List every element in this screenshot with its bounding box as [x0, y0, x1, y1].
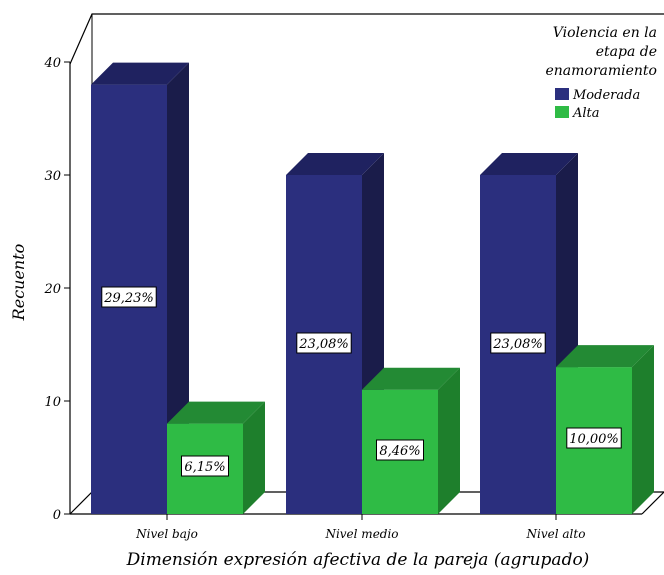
legend-swatch-alta [555, 106, 569, 118]
bar-moderada: 23,08% [480, 153, 578, 514]
bar-side [243, 401, 265, 514]
legend-label-moderada: Moderada [572, 88, 640, 103]
x-tick-label: Nivel bajo [135, 527, 198, 541]
legend-title: enamoramiento [545, 63, 657, 79]
y-tick-label: 30 [44, 169, 61, 184]
legend: Violencia en la etapa de enamoramiento Mode… [545, 25, 657, 121]
data-label: 23,08% [298, 337, 349, 352]
y-tick-label: 0 [53, 508, 61, 523]
bar-top [91, 62, 189, 85]
data-label: 29,23% [103, 291, 154, 306]
data-label: 23,08% [492, 337, 543, 352]
y-axis-label: Recuento [9, 244, 28, 322]
y-tick-label: 10 [44, 395, 61, 410]
data-label: 10,00% [569, 432, 619, 447]
bar-side [167, 62, 189, 514]
bar-alta: 10,00% [556, 345, 654, 514]
bar-top [480, 153, 578, 175]
data-label-box [490, 332, 546, 354]
y-tick-label: 40 [43, 56, 61, 71]
x-axis-label: Dimensión expresión afectiva de la parej… [126, 550, 590, 570]
legend-label-alta: Alta [572, 106, 600, 121]
x-axis: Nivel bajo Nivel medio Nivel alto [135, 514, 585, 541]
legend-title: Violencia en la [553, 25, 657, 41]
x-tick-label: Nivel medio [324, 527, 398, 541]
bar-moderada: 29,23% [91, 62, 189, 514]
y-axis: 0 10 20 30 40 [43, 56, 71, 523]
bar-alta: 8,46% [362, 367, 460, 514]
bar-moderada: 23,08% [286, 153, 384, 514]
data-label-box [296, 332, 352, 354]
y-tick-label: 20 [43, 282, 61, 297]
bar-top [362, 367, 460, 390]
bars: 29,23% 6,15% 23,08% 8,46% 23,08% 10,00% [91, 62, 654, 514]
data-label-box [181, 455, 229, 477]
data-label-box [376, 439, 424, 461]
bar-top [556, 345, 654, 368]
floor-right-edge [641, 491, 664, 515]
x-tick-label: Nivel alto [526, 527, 586, 541]
data-label-box [101, 286, 157, 308]
legend-title: etapa de [596, 44, 657, 60]
data-label-box [566, 427, 622, 449]
legend-swatch-moderada [555, 88, 569, 100]
data-label: 8,46% [379, 444, 420, 459]
data-label: 6,15% [184, 460, 225, 475]
bar-side [438, 367, 460, 514]
bar-alta: 6,15% [167, 401, 265, 514]
bar-side [632, 345, 654, 514]
bar-top [286, 153, 384, 175]
bar-top [167, 401, 265, 424]
